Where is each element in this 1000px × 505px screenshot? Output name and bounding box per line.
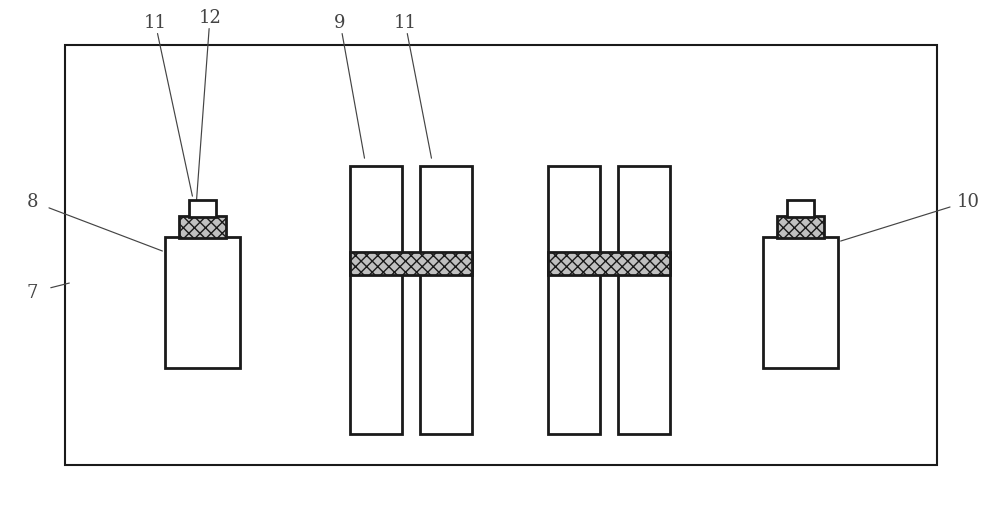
Bar	[618, 167, 670, 434]
Bar	[763, 237, 838, 369]
Bar	[420, 167, 472, 434]
Bar	[548, 167, 600, 434]
Text: 9: 9	[334, 14, 346, 32]
Bar	[777, 216, 824, 239]
Bar	[165, 237, 240, 369]
Bar	[548, 252, 670, 275]
Text: 11: 11	[394, 14, 416, 32]
Text: 10: 10	[956, 193, 980, 211]
Bar	[350, 167, 402, 434]
Bar	[65, 45, 937, 465]
Text: 7: 7	[26, 284, 38, 302]
Bar	[189, 201, 216, 217]
Text: 11: 11	[144, 14, 166, 32]
Text: 12: 12	[199, 9, 221, 27]
Bar	[787, 201, 814, 217]
Bar	[179, 216, 226, 239]
Text: 8: 8	[26, 193, 38, 211]
Bar	[350, 252, 472, 275]
